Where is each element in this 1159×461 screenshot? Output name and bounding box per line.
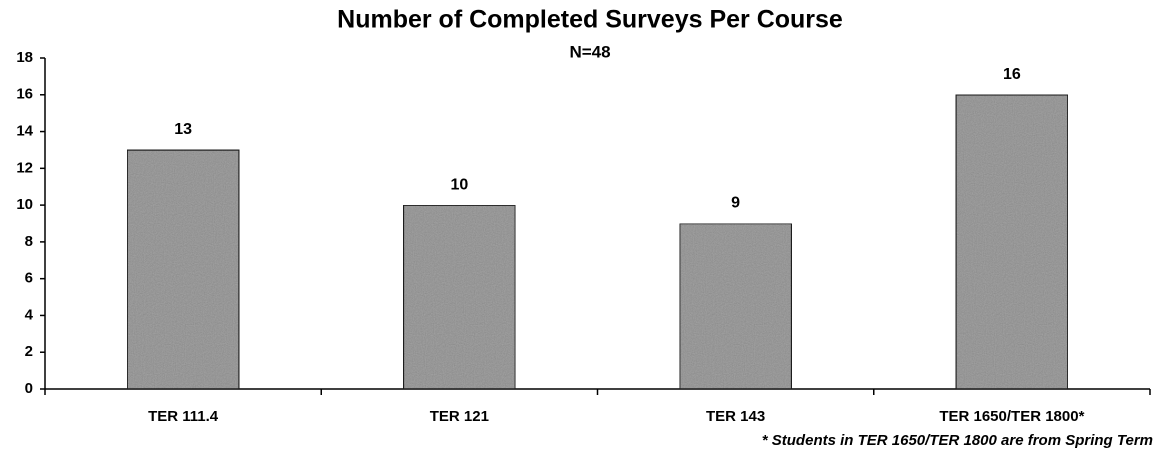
data-label: 9 [731, 195, 740, 212]
data-label: 10 [450, 176, 468, 193]
bar [678, 222, 793, 390]
y-tick-label: 0 [25, 380, 33, 397]
data-label: 16 [1003, 66, 1021, 83]
y-tick-label: 14 [16, 123, 33, 140]
x-tick-label: TER 143 [706, 408, 765, 425]
bar [402, 204, 517, 390]
y-tick-label: 6 [25, 270, 33, 287]
annotation: * Students in TER 1650/TER 1800 are from… [762, 432, 1153, 449]
data-label: 13 [174, 121, 192, 138]
y-tick-label: 16 [16, 86, 33, 103]
bar [955, 94, 1069, 390]
chart-title: Number of Completed Surveys Per Course [337, 6, 843, 34]
x-tick-label: TER 1650/TER 1800* [939, 408, 1084, 425]
chart-subtitle: N=48 [569, 42, 610, 61]
x-tick-label: TER 111.4 [148, 408, 219, 425]
y-tick-label: 10 [16, 196, 33, 213]
y-tick-label: 8 [25, 233, 33, 250]
y-tick-label: 12 [16, 159, 33, 176]
y-tick-label: 18 [16, 49, 33, 66]
x-tick-label: TER 121 [430, 408, 489, 425]
y-tick-label: 2 [25, 343, 33, 360]
y-tick-label: 4 [25, 306, 34, 323]
bar [126, 149, 240, 390]
